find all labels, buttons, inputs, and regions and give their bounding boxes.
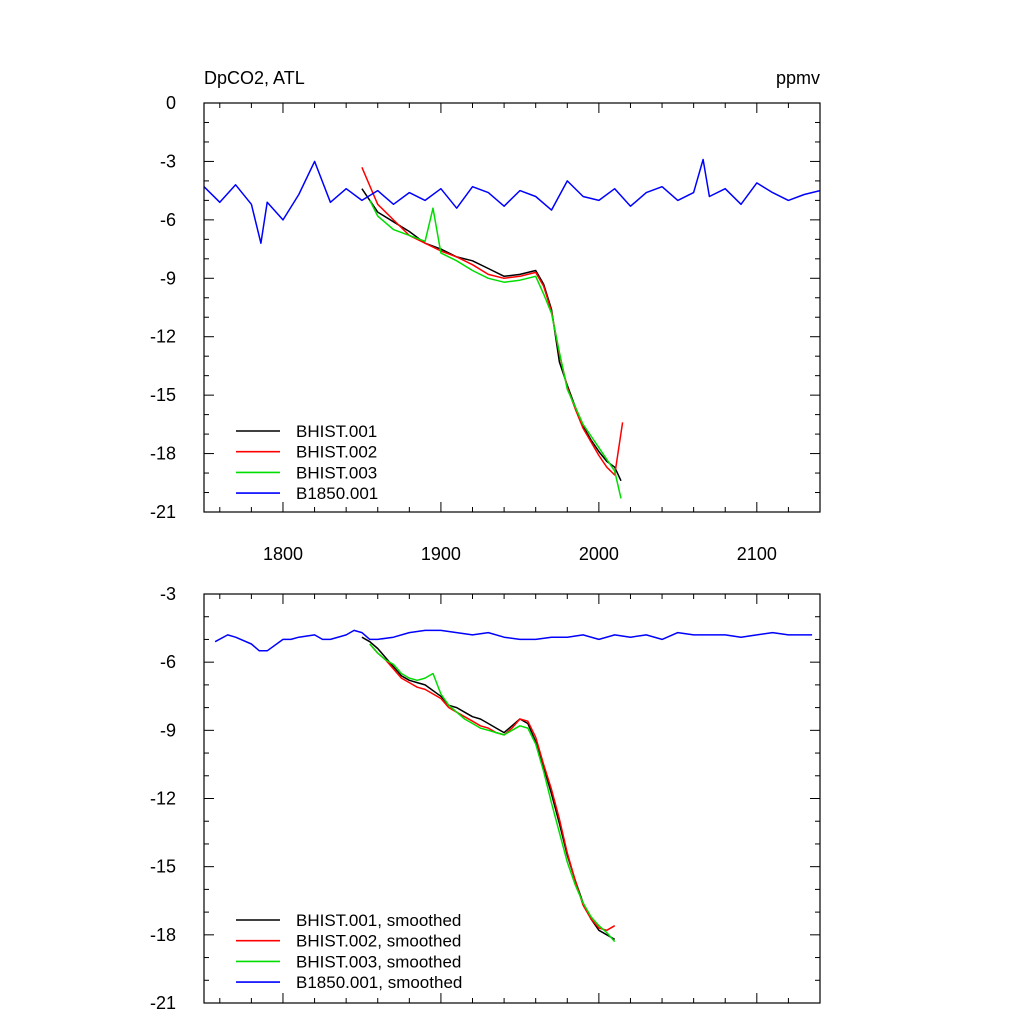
series-line-bhist-002-smoothed xyxy=(369,643,616,932)
legend: BHIST.001, smoothed BHIST.002, smoothedBH… xyxy=(236,911,462,992)
y-tick-label: -15 xyxy=(150,857,176,877)
y-tick-label: -3 xyxy=(160,151,176,171)
plot-frame xyxy=(203,102,821,513)
y-tick-label: -12 xyxy=(150,789,176,809)
series-line-b1850-001-smoothed xyxy=(214,629,813,652)
y-tick-label: 0 xyxy=(166,93,176,113)
legend-label: BHIST.003 xyxy=(296,463,377,482)
series-line-bhist-001-smoothed xyxy=(361,636,616,941)
y-tick-label: -6 xyxy=(160,210,176,230)
series-line-b1850-001 xyxy=(203,158,821,244)
legend-label: B1850.001 xyxy=(296,484,378,503)
legend-label: BHIST.002, smoothed xyxy=(296,932,461,951)
x-tick-label: 2000 xyxy=(579,544,619,564)
series-line-bhist-002 xyxy=(361,167,624,476)
y-tick-label: -21 xyxy=(150,502,176,522)
series-line-bhist-003 xyxy=(369,200,622,499)
x-tick-label: 1900 xyxy=(421,544,461,564)
y-tick-label: -3 xyxy=(160,584,176,604)
legend-label: BHIST.001 xyxy=(296,422,377,441)
y-tick-label: -9 xyxy=(160,720,176,740)
y-tick-label: -18 xyxy=(150,925,176,945)
panel-title: DpCO2, ATL xyxy=(204,68,305,88)
units-label: ppmv xyxy=(776,68,820,88)
legend-label: B1850.001, smoothed xyxy=(296,973,462,992)
y-tick-label: -12 xyxy=(150,327,176,347)
y-tick-label: -18 xyxy=(150,444,176,464)
legend-label: BHIST.001, smoothed xyxy=(296,911,461,930)
y-tick-label: -9 xyxy=(160,268,176,288)
y-tick-label: -21 xyxy=(150,993,176,1013)
y-tick-label: -6 xyxy=(160,652,176,672)
series-line-bhist-003-smoothed xyxy=(369,643,616,943)
x-tick-label: 2100 xyxy=(737,544,777,564)
y-tick-label: -15 xyxy=(150,385,176,405)
top-panel: DpCO2, ATL ppmv 0 -3 -6 -9 -12 -15 -18 -21 1800 1… xyxy=(150,68,821,564)
x-tick-label: 1800 xyxy=(263,544,303,564)
legend-label: BHIST.002 xyxy=(296,443,377,462)
legend-label: BHIST.003, smoothed xyxy=(296,952,461,971)
